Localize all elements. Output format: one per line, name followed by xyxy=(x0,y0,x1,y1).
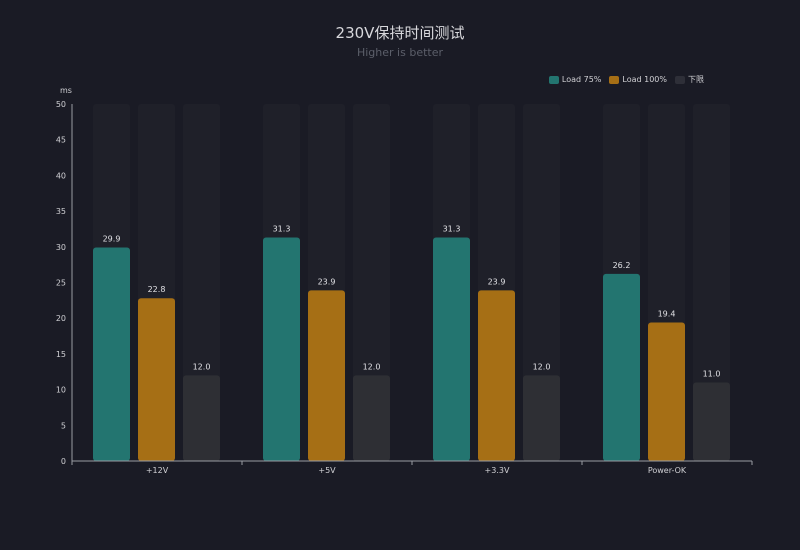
data-label: 19.4 xyxy=(658,309,676,318)
legend-item[interactable]: 下限 xyxy=(675,74,704,85)
y-tick-label: 40 xyxy=(56,171,66,180)
data-label: 23.9 xyxy=(488,277,506,286)
bar-下限 xyxy=(353,375,390,461)
x-tick-label: Power-OK xyxy=(648,466,687,475)
bar-load75 xyxy=(603,273,640,461)
y-tick-label: 10 xyxy=(56,386,66,395)
y-axis-label: ms xyxy=(60,86,72,95)
bar-下限 xyxy=(183,375,220,461)
x-tick-label: +5V xyxy=(318,466,336,475)
bar-load100 xyxy=(648,322,685,461)
data-label: 11.0 xyxy=(703,369,721,378)
data-label: 31.3 xyxy=(443,225,461,234)
background-bar xyxy=(523,104,560,461)
legend: Load 75% Load 100% 下限 xyxy=(548,74,704,85)
legend-item[interactable]: Load 75% xyxy=(548,75,602,84)
data-label: 22.8 xyxy=(148,285,166,294)
data-label: 23.9 xyxy=(318,277,336,286)
x-tick-label: +3.3V xyxy=(485,466,510,475)
bar-load75 xyxy=(93,247,130,461)
bar-下限 xyxy=(693,382,730,461)
legend-swatch xyxy=(548,75,559,84)
data-label: 31.3 xyxy=(273,225,291,234)
background-bar xyxy=(693,104,730,461)
bar-load75 xyxy=(263,237,300,461)
y-tick-label: 20 xyxy=(56,314,66,323)
y-tick-label: 15 xyxy=(56,350,66,359)
y-tick-label: 45 xyxy=(56,136,66,145)
bar-load100 xyxy=(308,290,345,461)
data-label: 12.0 xyxy=(363,362,381,371)
legend-swatch xyxy=(609,75,620,84)
y-tick-label: 25 xyxy=(56,279,66,288)
data-label: 12.0 xyxy=(533,362,551,371)
y-tick-label: 50 xyxy=(56,100,66,109)
chart-title: 230V保持时间测试 xyxy=(335,24,465,42)
y-tick-label: 30 xyxy=(56,243,66,252)
x-tick-label: +12V xyxy=(146,466,169,475)
data-label: 26.2 xyxy=(613,261,631,270)
bar-load100 xyxy=(138,298,175,461)
legend-label: 下限 xyxy=(688,75,704,84)
data-label: 29.9 xyxy=(103,235,121,244)
y-tick-label: 0 xyxy=(61,457,66,466)
bar-load75 xyxy=(433,237,470,461)
bar-下限 xyxy=(523,375,560,461)
legend-label: Load 75% xyxy=(561,75,602,84)
legend-swatch xyxy=(675,75,685,84)
chart-subtitle: Higher is better xyxy=(356,46,444,59)
background-bar xyxy=(353,104,390,461)
background-bar xyxy=(183,104,220,461)
y-tick-label: 5 xyxy=(61,421,66,430)
bar-load100 xyxy=(478,290,515,461)
data-label: 12.0 xyxy=(193,362,211,371)
legend-label: Load 100% xyxy=(622,75,667,84)
y-tick-label: 35 xyxy=(56,207,66,216)
legend-item[interactable]: Load 100% xyxy=(609,75,667,84)
